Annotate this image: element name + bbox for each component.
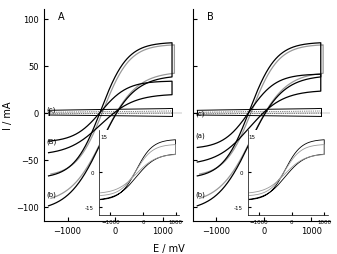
Text: (c): (c) (46, 106, 56, 113)
Y-axis label: I / mA: I / mA (3, 101, 13, 130)
Text: (a): (a) (195, 132, 205, 138)
Text: (B): (B) (46, 138, 56, 145)
Text: E / mV: E / mV (153, 244, 184, 253)
Text: (b): (b) (46, 191, 56, 197)
Text: (c): (c) (195, 110, 204, 117)
Text: (b): (b) (195, 191, 205, 197)
Text: B: B (207, 12, 214, 22)
Text: A: A (58, 12, 65, 22)
